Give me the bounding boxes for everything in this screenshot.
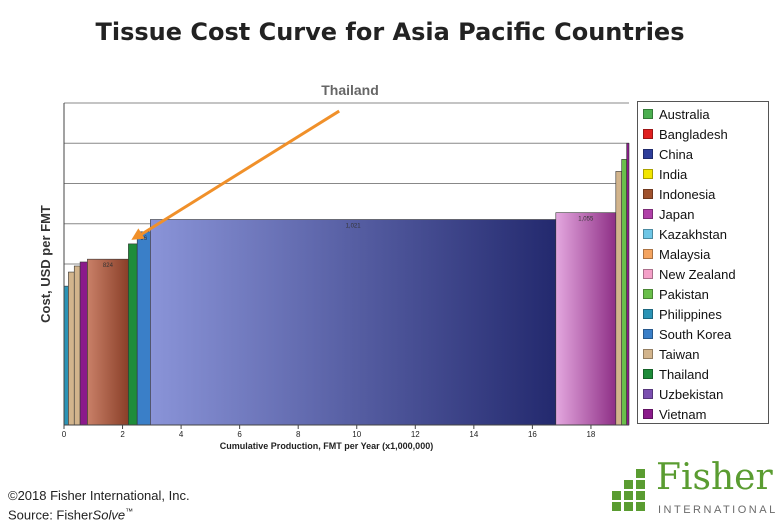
legend-label: Uzbekistan: [659, 386, 724, 402]
logo-subtitle: INTERNATIONAL: [658, 504, 778, 516]
axes: 0 2 4 6 8 10 12 14 16 18 Cumulative Production, FM…: [38, 103, 629, 451]
legend-swatch: [643, 409, 653, 419]
legend-swatch: [643, 389, 653, 399]
legend-label: Australia: [659, 106, 710, 122]
bar-japan: [555, 212, 617, 426]
legend-item: Philippines: [638, 304, 768, 324]
legend-label: Thailand: [659, 366, 709, 382]
fisher-logo: Fisher INTERNATIONAL: [612, 457, 775, 523]
bar-data-label: 824: [103, 263, 114, 269]
legend-label: Pakistan: [659, 286, 709, 302]
legend-item: Malaysia: [638, 244, 768, 264]
logo-word: Fisher: [656, 457, 773, 498]
source-text: Source: FisherSolve™: [8, 507, 133, 522]
legend-label: Bangladesh: [659, 126, 728, 142]
legend-swatch: [643, 349, 653, 359]
legend-label: New Zealand: [659, 266, 736, 282]
legend-item: India: [638, 164, 768, 184]
legend-label: South Korea: [659, 326, 732, 342]
x-tick-label: 18: [586, 430, 595, 439]
legend-swatch: [643, 329, 653, 339]
legend-swatch: [643, 249, 653, 259]
x-tick-label: 4: [179, 430, 184, 439]
bars: 824 96 1,021 1,055: [63, 142, 630, 426]
x-tick-label: 10: [352, 430, 361, 439]
legend-swatch: [643, 169, 653, 179]
annotation-arrow-line: [136, 109, 340, 239]
x-tick-label: 12: [411, 430, 420, 439]
legend-swatch: [643, 209, 653, 219]
bar-data-label: 1,021: [346, 224, 362, 230]
x-tick-label: 6: [237, 430, 242, 439]
legend-label: Malaysia: [659, 246, 711, 262]
bar-vietnam: [79, 261, 88, 426]
bar-data-label: 96: [140, 236, 147, 242]
bar-taiwan: [68, 271, 75, 426]
legend-swatch: [643, 189, 653, 199]
x-tick-label: 14: [469, 430, 478, 439]
legend-swatch: [643, 269, 653, 279]
x-tick-label: 2: [120, 430, 125, 439]
bar-pakistan: [621, 159, 627, 426]
annotation-label: Thailand: [321, 82, 379, 98]
legend-item: Vietnam: [638, 404, 768, 424]
bar-philippines: [63, 285, 69, 426]
logo-grid-icon: [612, 469, 645, 511]
legend-item: Kazakhstan: [638, 224, 768, 244]
legend-item: Indonesia: [638, 184, 768, 204]
legend-item: New Zealand: [638, 264, 768, 284]
chart-title: Tissue Cost Curve for Asia Pacific Count…: [95, 18, 685, 46]
legend-item: Australia: [638, 104, 768, 124]
legend-label: Philippines: [659, 306, 722, 322]
legend-label: India: [659, 166, 688, 182]
copyright-text: ©2018 Fisher International, Inc.: [8, 488, 190, 503]
bar-indonesia: [87, 258, 129, 426]
legend-item: Japan: [638, 204, 768, 224]
y-axis-label: Cost, USD per FMT: [38, 205, 53, 323]
annotation-arrow-head: [131, 228, 145, 240]
legend-swatch: [643, 109, 653, 119]
legend-label: China: [659, 146, 693, 162]
bar-south-korea: [136, 231, 151, 426]
source-prefix: Source: Fisher: [8, 507, 93, 523]
legend-item: Bangladesh: [638, 124, 768, 144]
bar-taiwan: [73, 265, 81, 426]
legend-label: Japan: [659, 206, 695, 222]
bar-thailand: [128, 243, 138, 426]
legend-swatch: [643, 229, 653, 239]
legend-swatch: [643, 309, 653, 319]
legend-swatch: [643, 289, 653, 299]
legend-label: Indonesia: [659, 186, 716, 202]
legend-swatch: [643, 129, 653, 139]
bar-china: [150, 219, 557, 426]
bar-vietnam: [626, 142, 630, 426]
bar-data-label: 1,055: [578, 217, 594, 223]
legend-item: Pakistan: [638, 284, 768, 304]
legend-label: Kazakhstan: [659, 226, 727, 242]
legend-item: Thailand: [638, 364, 768, 384]
x-tick-label: 0: [62, 430, 67, 439]
legend-item: Taiwan: [638, 344, 768, 364]
x-tick-label: 16: [528, 430, 537, 439]
trademark-symbol: ™: [125, 507, 134, 516]
legend-swatch: [643, 149, 653, 159]
legend-item: China: [638, 144, 768, 164]
x-tick-label: 8: [296, 430, 301, 439]
legend-label: Vietnam: [659, 406, 707, 422]
x-axis-label: Cumulative Production, FMT per Year (x1,…: [220, 441, 433, 451]
legend-swatch: [643, 369, 653, 379]
annotation: Thailand: [131, 82, 379, 240]
legend: Australia Bangladesh China India Indonesia Ja…: [637, 101, 769, 424]
source-italic: Solve: [92, 507, 126, 523]
legend-item: Uzbekistan: [638, 384, 768, 404]
legend-label: Taiwan: [659, 346, 700, 362]
bar-taiwan: [615, 171, 622, 426]
legend-item: South Korea: [638, 324, 768, 344]
